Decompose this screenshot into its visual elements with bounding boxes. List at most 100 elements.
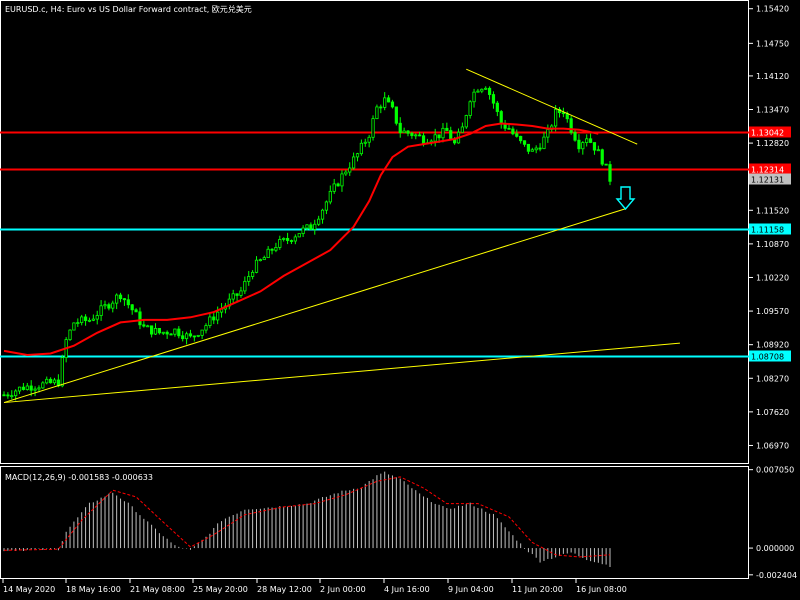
candle-body	[76, 322, 80, 325]
price-tick-label: 1.07620	[756, 408, 789, 417]
trendline[interactable]	[3, 342, 680, 404]
candlestick-series	[2, 86, 612, 401]
macd-tick-label: 0.000000	[756, 544, 794, 553]
candle-body	[278, 239, 282, 248]
candle-body	[289, 240, 294, 242]
candle-body	[204, 325, 208, 331]
candle-body	[208, 316, 212, 326]
candle-body	[468, 101, 472, 116]
candle-body	[585, 138, 589, 144]
moving-average-line[interactable]	[3, 122, 599, 357]
candle-body	[216, 311, 220, 321]
candle-body	[379, 106, 383, 109]
candle-body	[235, 293, 239, 296]
price-tick-label: 1.10220	[756, 273, 789, 282]
candle-body	[588, 138, 593, 143]
candle-body	[328, 190, 332, 203]
time-axis: 14 May 2020 18 May 16:00 21 May 08:00 25 Ma…	[2, 579, 627, 594]
price-tick-label: 1.14750	[756, 39, 789, 48]
candle-body	[383, 97, 387, 108]
candle-body	[142, 324, 146, 327]
time-tick-label: 16 Jun 08:00	[576, 585, 627, 594]
candle-body	[200, 329, 204, 336]
candle-body	[72, 322, 76, 331]
price-tick-label: 1.11520	[756, 206, 789, 215]
candle-body	[573, 132, 577, 141]
level-price-labels: 1.13042 1.12314 1.11158 1.08708 1.12131	[749, 126, 791, 362]
candle-body	[414, 134, 418, 137]
red-level-line-tag	[749, 163, 791, 175]
candle-body	[52, 379, 57, 384]
trendline[interactable]	[3, 208, 626, 404]
candle-body	[10, 395, 14, 398]
candle-body	[402, 130, 406, 134]
macd-panel-frame[interactable]	[0, 466, 749, 579]
candle-body	[394, 106, 398, 124]
candle-body	[499, 111, 503, 125]
candle-body	[449, 130, 453, 140]
chart-title: EURUSD.c, H4: Euro vs US Dollar Forward …	[5, 4, 252, 14]
horizontal-levels	[0, 131, 749, 358]
candle-body	[363, 141, 367, 144]
candle-body	[538, 147, 542, 150]
candle-body	[472, 91, 476, 103]
candle-body	[371, 118, 375, 138]
macd-series	[3, 471, 611, 567]
candle-body	[600, 149, 604, 165]
price-tick-label: 1.12820	[756, 139, 789, 148]
main-chart-frame[interactable]	[0, 0, 749, 464]
candle-body	[258, 259, 262, 262]
cyan-level-line-tag	[749, 223, 791, 235]
candle-body	[352, 156, 356, 169]
candle-body	[130, 304, 134, 311]
candle-body	[126, 299, 130, 306]
candle-body	[386, 97, 391, 103]
candle-body	[95, 315, 99, 320]
candle-body	[592, 142, 597, 151]
time-tick-label: 14 May 2020	[3, 585, 55, 594]
candle-body	[596, 149, 600, 152]
candle-body	[569, 118, 573, 133]
candle-body	[581, 142, 585, 150]
candle-body	[188, 333, 193, 337]
candle-body	[247, 276, 251, 282]
candle-body	[355, 153, 360, 158]
red-level-line-label: 1.13042	[751, 129, 784, 138]
time-tick-label: 28 May 12:00	[257, 585, 312, 594]
candle-body	[173, 328, 177, 335]
candle-body	[348, 167, 352, 173]
time-tick-label: 11 Jun 20:00	[512, 585, 563, 594]
candle-body	[122, 298, 127, 301]
candle-body	[487, 87, 492, 95]
candle-body	[511, 128, 515, 135]
candle-body	[484, 87, 488, 90]
candle-body	[181, 335, 185, 340]
candle-body	[534, 147, 538, 151]
candle-body	[68, 329, 72, 340]
candle-body	[266, 248, 270, 258]
candle-body	[165, 331, 169, 335]
candle-body	[285, 238, 290, 241]
candle-body	[344, 171, 348, 175]
cyan-level-line-label: 1.08708	[751, 353, 784, 362]
time-tick-label: 9 Jun 04:00	[448, 585, 494, 594]
candle-body	[495, 102, 499, 112]
candle-body	[445, 127, 449, 131]
candle-body	[530, 149, 534, 152]
candle-body	[270, 248, 274, 251]
candle-body	[336, 183, 340, 187]
candle-body	[390, 101, 395, 108]
candle-body	[91, 318, 95, 321]
candle-body	[309, 224, 313, 230]
trendline[interactable]	[466, 68, 638, 145]
candle-body	[437, 134, 441, 139]
price-tick-label: 1.09570	[756, 307, 789, 316]
red-level-line-label: 1.12314	[751, 166, 784, 175]
candle-body	[111, 302, 115, 309]
candle-body	[118, 294, 123, 300]
candle-body	[212, 316, 216, 321]
cyan-level-line-label: 1.11158	[751, 226, 784, 235]
candle-body	[251, 271, 255, 277]
price-tick-label: 1.10870	[756, 240, 789, 249]
